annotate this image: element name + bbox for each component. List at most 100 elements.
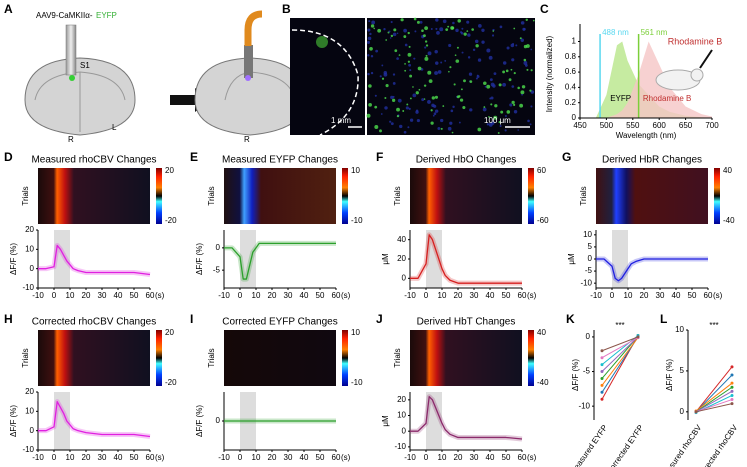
- cell: [526, 44, 530, 48]
- cell: [424, 56, 429, 61]
- pair-line: [695, 390, 733, 413]
- cell: [499, 124, 502, 128]
- cell: [526, 68, 529, 71]
- cell: [396, 107, 400, 112]
- cell: [396, 57, 399, 60]
- y-axis-label: ΔF/F (%): [571, 359, 580, 391]
- cell: [390, 20, 393, 24]
- y-tick-label: -5: [585, 266, 593, 275]
- colorbar-label: -10: [351, 216, 363, 225]
- x-tick-label: 60: [146, 291, 155, 300]
- pair-line: [695, 399, 733, 413]
- cell: [506, 46, 510, 50]
- trace: [410, 234, 522, 284]
- cell: [367, 36, 372, 41]
- cell: [530, 90, 535, 94]
- category-label: Measured rhoCBV: [658, 423, 703, 467]
- panel-title: Derived HbO Changes: [416, 155, 517, 166]
- y-axis-label: μM: [381, 415, 390, 427]
- cell: [478, 24, 482, 28]
- cell: [520, 90, 525, 95]
- cell: [392, 73, 396, 76]
- cell: [448, 70, 450, 73]
- cell: [404, 69, 407, 72]
- cell: [406, 103, 409, 106]
- cell: [392, 98, 396, 102]
- brain-outline: [291, 29, 359, 136]
- cell: [374, 125, 379, 129]
- x-tick-label: 10: [438, 291, 447, 300]
- x-tick-label: 40: [114, 291, 123, 300]
- cell: [425, 44, 429, 47]
- x-tick-label: 10: [252, 291, 261, 300]
- y-tick-label: 10: [583, 230, 592, 239]
- cell: [430, 28, 433, 30]
- cell: [466, 30, 469, 33]
- category-label: Measured EYFP: [568, 423, 609, 467]
- cell: [502, 61, 507, 65]
- cell: [456, 95, 460, 99]
- x-tick-label: 450: [573, 121, 587, 130]
- cell: [412, 86, 414, 88]
- cell: [499, 25, 503, 29]
- heatmap: [224, 330, 336, 386]
- cell: [394, 49, 398, 53]
- cell: [490, 96, 494, 100]
- cell: [463, 32, 467, 36]
- colorbar-label: -40: [537, 378, 549, 387]
- scale-label: 100 μm: [484, 116, 511, 125]
- x-tick-label: 20: [268, 453, 277, 462]
- colorbar-label: 20: [165, 166, 174, 175]
- heatmap: [410, 330, 522, 386]
- cell: [451, 131, 454, 134]
- cell: [408, 107, 411, 110]
- cell: [392, 82, 396, 85]
- cell: [392, 32, 397, 37]
- y-tick-label: 0: [402, 273, 407, 282]
- x-tick-label: 10: [66, 453, 75, 462]
- expression-site: [316, 36, 328, 48]
- cell: [383, 71, 388, 75]
- x-tick-label: 40: [114, 453, 123, 462]
- cell: [371, 20, 376, 25]
- x-tick-label: 550: [626, 121, 640, 130]
- cell: [448, 43, 452, 47]
- significance: ***: [615, 321, 624, 330]
- heatmap: [224, 168, 336, 224]
- cell: [421, 29, 424, 33]
- cell: [403, 130, 407, 134]
- x-tick-label: 0: [424, 453, 429, 462]
- cell: [373, 27, 376, 30]
- cell: [435, 61, 439, 65]
- cell: [488, 116, 490, 118]
- cell: [370, 54, 374, 58]
- colorbar-label: 10: [351, 328, 360, 337]
- cell: [475, 44, 479, 48]
- x-tick-label: 20: [82, 453, 91, 462]
- cell: [523, 58, 527, 62]
- heatmap: [410, 168, 522, 224]
- cell: [519, 103, 524, 108]
- cell: [504, 129, 507, 132]
- cell: [435, 27, 438, 30]
- cell: [458, 121, 461, 124]
- cell: [517, 129, 520, 131]
- cell: [442, 19, 447, 24]
- spectrum-area: [595, 41, 712, 119]
- x-tick-label: 50: [130, 453, 139, 462]
- cell: [484, 85, 487, 88]
- cell: [483, 81, 487, 86]
- colorbar-label: 20: [165, 328, 174, 337]
- cell: [388, 30, 391, 33]
- cell: [492, 84, 496, 88]
- x-tick-label: 0: [52, 291, 57, 300]
- cell: [453, 83, 456, 86]
- x-tick-label: 20: [82, 291, 91, 300]
- cell: [412, 93, 417, 98]
- cell: [471, 28, 474, 31]
- pair-point: [600, 383, 604, 387]
- cell: [390, 122, 394, 126]
- pair-point: [730, 393, 734, 397]
- cell: [492, 30, 495, 32]
- colorbar-label: -10: [351, 378, 363, 387]
